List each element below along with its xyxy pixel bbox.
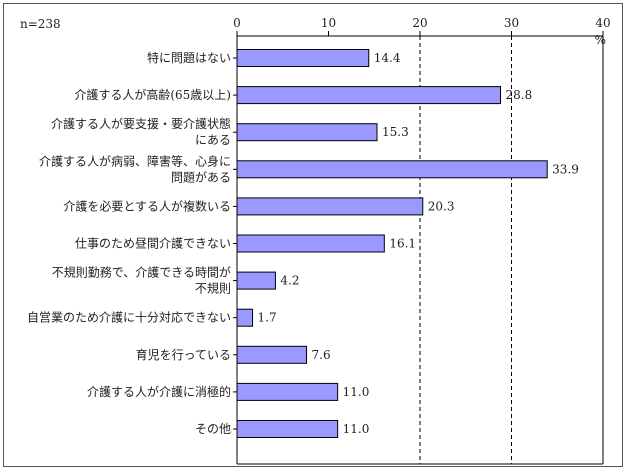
category-label-3-1: 問題がある: [171, 169, 231, 184]
bar-9: [236, 382, 339, 401]
bar-6: [236, 271, 276, 290]
chart-frame: n=238 % 14.4 28.8 15.3 33.9 20.3 16.1 4.2 1.7 7.…: [3, 3, 623, 467]
category-label-7-0: 自営業のため介護に十分対応できない: [27, 310, 231, 325]
value-label-5: 16.1: [389, 237, 416, 251]
value-label-6: 4.2: [280, 274, 299, 288]
category-label-10-0: その他: [195, 422, 231, 436]
value-label-3: 33.9: [552, 162, 579, 176]
tick-label-0: 0: [233, 16, 241, 30]
bar-4: [236, 197, 424, 216]
category-label-1-0: 介護する人が高齢(65歳以上): [74, 87, 231, 102]
category-label-2-0: 介護する人が要支援・要介護状態: [51, 116, 231, 131]
bar-chart: n=238 % 14.4 28.8 15.3 33.9 20.3 16.1 4.2 1.7 7.…: [20, 16, 611, 465]
category-label-6-0: 不規則勤務で、介護できる時間が: [52, 265, 231, 280]
category-label-8-0: 育児を行っている: [136, 347, 231, 362]
value-label-10: 11.0: [343, 422, 370, 436]
value-label-2: 15.3: [382, 125, 409, 139]
sample-size-note: n=238: [20, 17, 61, 31]
bar-0: [236, 49, 370, 67]
category-label-6-1: 不規則: [195, 281, 231, 296]
category-label-5-0: 仕事のため昼間介護できない: [75, 236, 231, 251]
unit-label: %: [595, 33, 606, 47]
tick-label-10: 10: [321, 16, 336, 30]
category-label-3-0: 介護する人が病弱、障害等、心身に: [39, 153, 231, 168]
value-label-7: 1.7: [258, 311, 277, 325]
tick-label-30: 30: [504, 16, 519, 30]
bar-1: [236, 86, 502, 105]
category-label-0-0: 特に問題はない: [147, 50, 231, 65]
category-label-9-0: 介護する人が介護に消極的: [87, 384, 231, 399]
value-label-1: 28.8: [506, 88, 533, 102]
grid-layer: [419, 36, 512, 464]
value-label-0: 14.4: [374, 51, 401, 65]
bars-layer: 14.4 28.8 15.3 33.9 20.3 16.1 4.2 1.7 7.6 11.0 11.…: [236, 49, 579, 438]
value-label-4: 20.3: [428, 199, 455, 213]
value-label-8: 7.6: [312, 348, 331, 362]
category-label-4-0: 介護を必要とする人が複数いる: [63, 198, 231, 213]
bar-3: [236, 160, 548, 179]
bar-2: [236, 123, 378, 142]
bar-8: [236, 345, 308, 364]
axis-layer: 0 10 20 30 40: [233, 16, 611, 465]
tick-label-40: 40: [595, 16, 610, 30]
category-label-2-1: にある: [195, 133, 231, 147]
bar-5: [236, 234, 385, 253]
tick-label-20: 20: [412, 16, 427, 30]
bar-7: [236, 308, 254, 327]
bar-10: [236, 420, 339, 438]
value-label-9: 11.0: [343, 385, 370, 399]
